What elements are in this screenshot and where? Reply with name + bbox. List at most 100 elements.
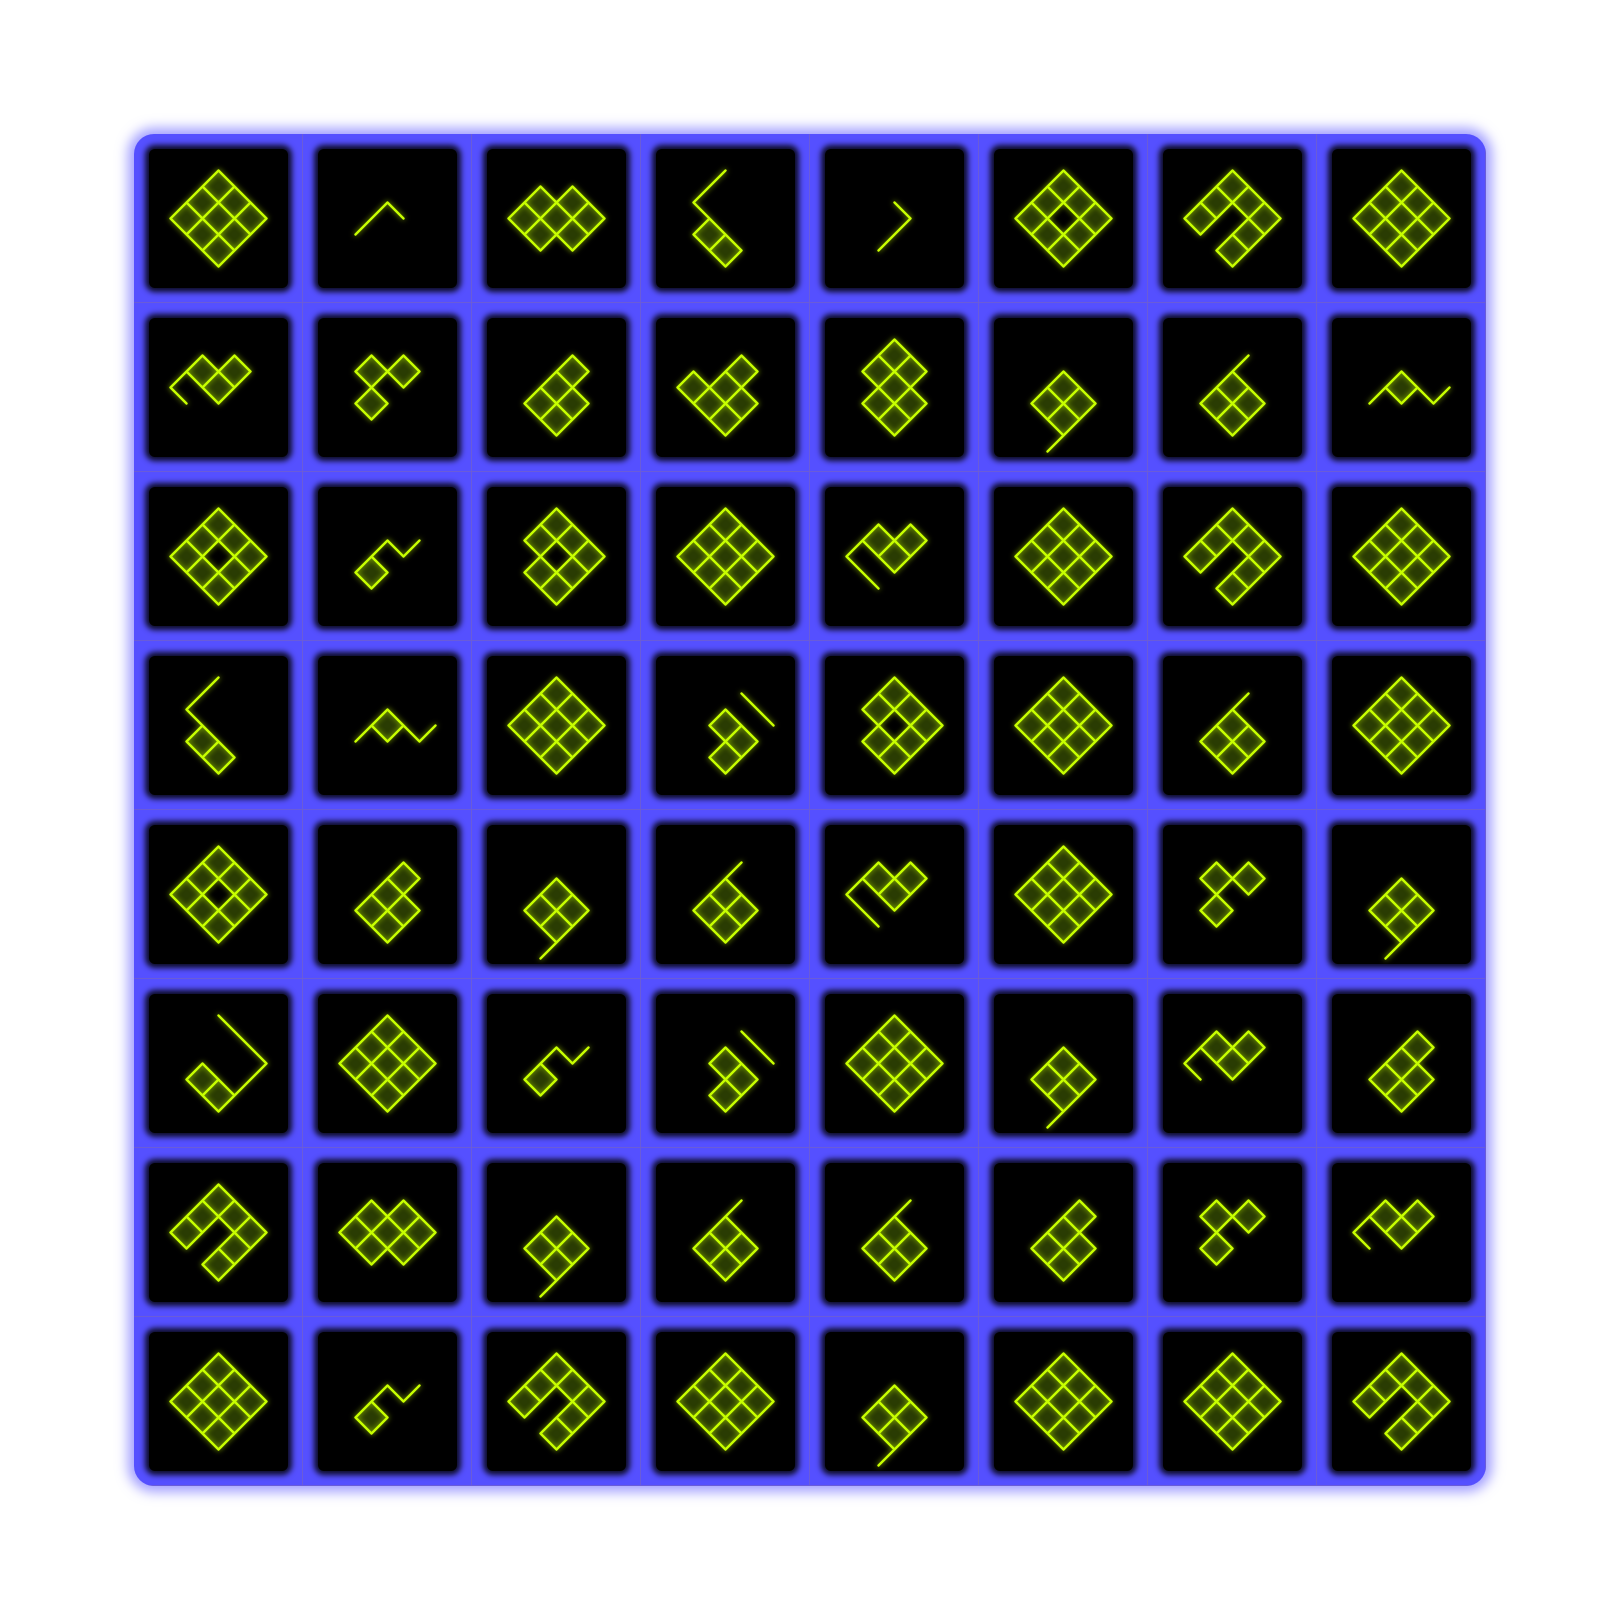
- board-cell[interactable]: [810, 1148, 979, 1317]
- tile[interactable]: [994, 318, 1133, 457]
- tile[interactable]: [1332, 825, 1471, 964]
- tile[interactable]: [1332, 487, 1471, 626]
- board-cell[interactable]: [641, 641, 810, 810]
- tile[interactable]: [1163, 825, 1302, 964]
- tile[interactable]: [994, 1163, 1133, 1302]
- board-cell[interactable]: [979, 134, 1148, 303]
- board-cell[interactable]: [1148, 979, 1317, 1148]
- tile[interactable]: [149, 825, 288, 964]
- tile[interactable]: [994, 994, 1133, 1133]
- board-cell[interactable]: [472, 134, 641, 303]
- tile[interactable]: [994, 149, 1133, 288]
- board-cell[interactable]: [1148, 810, 1317, 979]
- board-cell[interactable]: [303, 303, 472, 472]
- tile[interactable]: [1332, 149, 1471, 288]
- tile[interactable]: [656, 1332, 795, 1471]
- board-cell[interactable]: [1148, 134, 1317, 303]
- board-cell[interactable]: [303, 1317, 472, 1486]
- tile[interactable]: [1163, 487, 1302, 626]
- tile[interactable]: [825, 487, 964, 626]
- tile[interactable]: [994, 656, 1133, 795]
- board-cell[interactable]: [1317, 303, 1486, 472]
- board-cell[interactable]: [1148, 472, 1317, 641]
- board-cell[interactable]: [472, 1317, 641, 1486]
- tile[interactable]: [1163, 318, 1302, 457]
- tile[interactable]: [487, 825, 626, 964]
- board-cell[interactable]: [979, 1317, 1148, 1486]
- board-cell[interactable]: [1317, 810, 1486, 979]
- tile[interactable]: [1163, 149, 1302, 288]
- tile[interactable]: [656, 149, 795, 288]
- tile[interactable]: [656, 1163, 795, 1302]
- tile[interactable]: [318, 1332, 457, 1471]
- board-cell[interactable]: [979, 303, 1148, 472]
- board-cell[interactable]: [1148, 1317, 1317, 1486]
- board-cell[interactable]: [472, 1148, 641, 1317]
- tile[interactable]: [1163, 1332, 1302, 1471]
- tile[interactable]: [318, 149, 457, 288]
- tile[interactable]: [1332, 994, 1471, 1133]
- tile[interactable]: [487, 149, 626, 288]
- tile[interactable]: [825, 656, 964, 795]
- tile[interactable]: [318, 656, 457, 795]
- board-cell[interactable]: [472, 979, 641, 1148]
- board-cell[interactable]: [1317, 1148, 1486, 1317]
- board-cell[interactable]: [810, 303, 979, 472]
- board-cell[interactable]: [303, 810, 472, 979]
- board-cell[interactable]: [134, 1317, 303, 1486]
- board-cell[interactable]: [1317, 1317, 1486, 1486]
- board-cell[interactable]: [810, 810, 979, 979]
- tile[interactable]: [1332, 318, 1471, 457]
- tile[interactable]: [149, 994, 288, 1133]
- tile[interactable]: [1163, 1163, 1302, 1302]
- board-cell[interactable]: [810, 472, 979, 641]
- board-cell[interactable]: [810, 641, 979, 810]
- board-cell[interactable]: [641, 134, 810, 303]
- tile[interactable]: [149, 1163, 288, 1302]
- tile[interactable]: [149, 656, 288, 795]
- board-cell[interactable]: [303, 641, 472, 810]
- board-cell[interactable]: [1148, 1148, 1317, 1317]
- board-cell[interactable]: [641, 1317, 810, 1486]
- board-cell[interactable]: [303, 1148, 472, 1317]
- board-cell[interactable]: [303, 979, 472, 1148]
- board-cell[interactable]: [1317, 979, 1486, 1148]
- board-cell[interactable]: [810, 1317, 979, 1486]
- board-cell[interactable]: [472, 810, 641, 979]
- board-cell[interactable]: [810, 134, 979, 303]
- tile[interactable]: [656, 825, 795, 964]
- board-cell[interactable]: [979, 472, 1148, 641]
- board-cell[interactable]: [1317, 134, 1486, 303]
- tile[interactable]: [656, 994, 795, 1133]
- tile[interactable]: [994, 1332, 1133, 1471]
- board-cell[interactable]: [303, 472, 472, 641]
- board-cell[interactable]: [134, 134, 303, 303]
- tile[interactable]: [825, 1163, 964, 1302]
- tile[interactable]: [1163, 656, 1302, 795]
- tile[interactable]: [1332, 656, 1471, 795]
- tile[interactable]: [487, 1332, 626, 1471]
- tile[interactable]: [994, 487, 1133, 626]
- board-cell[interactable]: [641, 303, 810, 472]
- board-cell[interactable]: [472, 641, 641, 810]
- tile[interactable]: [1163, 994, 1302, 1133]
- board-cell[interactable]: [134, 810, 303, 979]
- tile[interactable]: [825, 318, 964, 457]
- board-cell[interactable]: [979, 810, 1148, 979]
- tile[interactable]: [1332, 1332, 1471, 1471]
- tile[interactable]: [318, 318, 457, 457]
- board-cell[interactable]: [134, 303, 303, 472]
- board-cell[interactable]: [641, 472, 810, 641]
- board-cell[interactable]: [134, 1148, 303, 1317]
- tile[interactable]: [825, 1332, 964, 1471]
- tile[interactable]: [656, 487, 795, 626]
- board-cell[interactable]: [641, 1148, 810, 1317]
- tile[interactable]: [318, 1163, 457, 1302]
- tile[interactable]: [487, 656, 626, 795]
- board-cell[interactable]: [472, 472, 641, 641]
- board-cell[interactable]: [1148, 303, 1317, 472]
- board-cell[interactable]: [134, 641, 303, 810]
- tile[interactable]: [149, 149, 288, 288]
- tile[interactable]: [1332, 1163, 1471, 1302]
- tile[interactable]: [656, 318, 795, 457]
